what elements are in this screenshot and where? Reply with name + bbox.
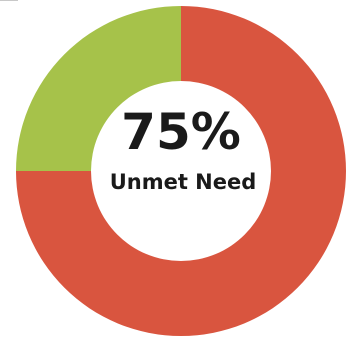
center-caption-label: Unmet Need	[110, 170, 257, 194]
center-value-label: 75%	[121, 103, 241, 161]
donut-slices	[16, 6, 346, 336]
top-left-divider	[0, 0, 18, 1]
donut-slice-2	[16, 6, 181, 171]
donut-slice-1	[16, 6, 346, 336]
